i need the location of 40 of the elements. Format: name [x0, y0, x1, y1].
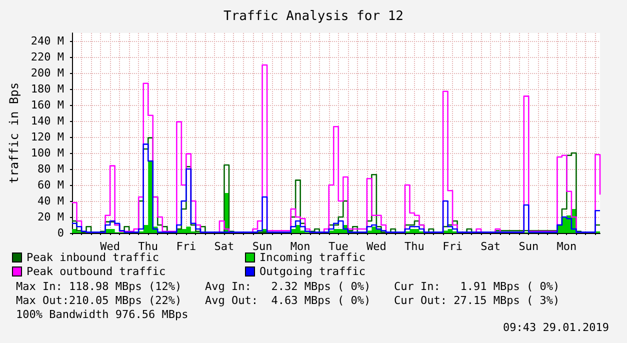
y-tick-label: 180 M	[30, 82, 64, 96]
legend-label: Peak outbound traffic	[26, 265, 166, 278]
x-tick-label: Sat	[480, 240, 501, 253]
y-tick-label: 40 M	[38, 194, 64, 208]
x-tick-label: Mon	[556, 240, 577, 253]
y-tick-label: 160 M	[30, 98, 64, 112]
x-tick-label: Wed	[366, 240, 386, 253]
y-tick-label: 60 M	[38, 178, 64, 192]
x-tick-label: Sun	[518, 240, 539, 253]
x-tick-label: Sat	[214, 240, 234, 253]
x-tick-label: Fri	[176, 240, 196, 253]
text: Cur Out: 27.15 MBps ( 3%)	[394, 294, 560, 307]
text: Max In: 118.98 MBps (12%)	[16, 280, 182, 293]
y-tick-label: 240 M	[30, 34, 64, 48]
x-tick-label: Mon	[290, 240, 310, 253]
x-tick-label: Fri	[442, 240, 462, 253]
y-tick-label: 0	[57, 226, 64, 240]
text: Max Out:210.05 MBps (22%)	[16, 294, 182, 307]
x-tick-label: Tue	[328, 240, 348, 253]
text: Avg Out: 4.63 MBps ( 0%)	[205, 294, 371, 307]
y-tick-label: 20 M	[38, 210, 64, 224]
text: 100% Bandwidth 976.56 MBps	[16, 308, 188, 321]
y-tick-label: 80 M	[38, 162, 64, 176]
legend-label: Peak inbound traffic	[26, 251, 159, 264]
legend-label: Incoming traffic	[260, 251, 366, 264]
y-tick-label: 140 M	[30, 114, 64, 128]
y-tick-label: 220 M	[30, 50, 64, 64]
chart-title: Traffic Analysis for 12	[223, 9, 404, 24]
x-tick-label: Wed	[100, 240, 120, 253]
x-tick-label: Sun	[252, 240, 272, 253]
y-tick-label: 100 M	[30, 146, 64, 160]
x-tick-label: Thu	[404, 240, 424, 253]
y-tick-label: 120 M	[30, 130, 64, 144]
text: 09:43 29.01.2019	[503, 321, 610, 334]
text: Cur In: 1.91 MBps ( 0%)	[394, 280, 560, 293]
x-tick-label: Thu	[138, 240, 158, 253]
text: Avg In: 2.32 MBps ( 0%)	[205, 280, 371, 293]
y-axis-title: traffic in Bps	[7, 82, 21, 184]
legend-label: Outgoing traffic	[260, 265, 366, 278]
y-tick-label: 200 M	[30, 66, 64, 80]
